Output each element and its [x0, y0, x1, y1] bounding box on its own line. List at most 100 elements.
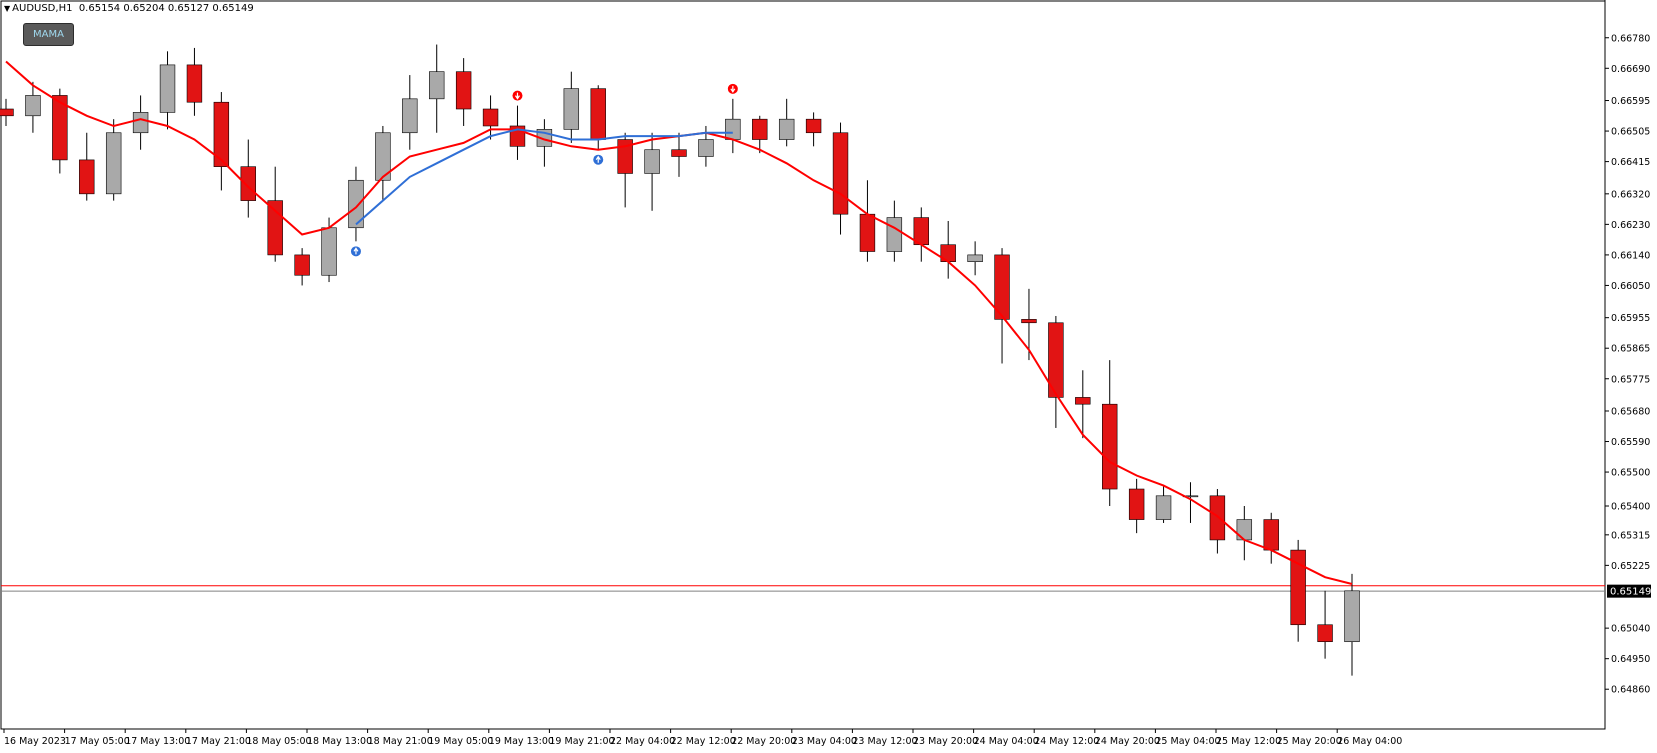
bear-candle-body	[805, 118, 822, 134]
time-tick-label: 17 May 05:00	[65, 736, 130, 747]
bull-candle-body	[375, 132, 391, 181]
bear-candle-body	[590, 88, 606, 140]
bear-candle-body	[455, 71, 472, 110]
bear-candle-body	[240, 166, 256, 201]
candle	[967, 241, 983, 276]
bull-candle-body	[1236, 519, 1253, 541]
price-tick-label: 0.64950	[1611, 654, 1650, 665]
bear-candle-body	[1317, 624, 1333, 643]
bear-candle-body	[294, 254, 310, 276]
price-tick-label: 0.66320	[1611, 189, 1650, 200]
bull-candle-body	[644, 149, 660, 174]
bear-candle-body	[1128, 488, 1145, 520]
candle	[1236, 505, 1253, 561]
price-tick-label: 0.66505	[1611, 127, 1650, 138]
bear-candle-body	[1209, 495, 1226, 541]
candle	[294, 248, 310, 286]
price-tick-label: 0.65955	[1611, 313, 1650, 324]
red-down-arrow-icon	[727, 83, 738, 94]
price-tick-label: 0.66140	[1611, 250, 1650, 261]
price-tick-label: 0.65775	[1611, 374, 1650, 385]
candle	[455, 58, 472, 126]
bear-candle-body	[79, 159, 95, 195]
bear-candle-body	[186, 64, 203, 103]
candle	[159, 51, 176, 130]
candle	[105, 119, 122, 201]
candle	[671, 132, 687, 177]
bull-candle-body	[698, 139, 714, 157]
candle	[321, 217, 337, 283]
time-tick-label: 22 May 12:00	[671, 736, 736, 747]
price-tick-label: 0.65400	[1611, 501, 1650, 512]
price-tick-label: 0.65590	[1611, 437, 1650, 448]
candle	[778, 98, 795, 147]
price-tick-label: 0.65500	[1611, 468, 1650, 479]
time-tick-label: 18 May 21:00	[368, 736, 433, 747]
candle	[1209, 489, 1226, 554]
triangle-down-icon: ▼	[4, 4, 11, 13]
time-tick-label: 25 May 12:00	[1216, 736, 1281, 747]
bear-candle-body	[671, 149, 687, 157]
candle	[1102, 360, 1118, 506]
candle	[752, 115, 768, 154]
bear-candle-body	[1021, 319, 1037, 324]
candle	[25, 81, 41, 133]
candles-layer	[0, 44, 1360, 676]
bear-candle-body	[832, 132, 849, 215]
candle	[1290, 539, 1306, 642]
price-tick-label: 0.65680	[1611, 406, 1650, 417]
time-tick-label: 22 May 20:00	[731, 736, 796, 747]
red-down-arrow-icon	[512, 90, 523, 101]
price-tick-label: 0.66690	[1611, 64, 1650, 75]
candle	[132, 95, 149, 150]
candle	[725, 98, 741, 154]
candle	[0, 98, 14, 126]
price-tick-label: 0.66230	[1611, 220, 1650, 231]
candle	[698, 125, 714, 167]
price-tick-label: 0.65315	[1611, 530, 1650, 541]
candle	[1075, 370, 1091, 439]
candle	[348, 166, 364, 242]
bull-candle-body	[132, 112, 149, 134]
bull-candle-body	[348, 179, 364, 229]
time-tick-label: 19 May 05:00	[428, 736, 493, 747]
candle	[994, 248, 1010, 364]
candle	[1128, 478, 1145, 534]
bull-candle-body	[25, 95, 41, 117]
bear-candle-body	[213, 101, 230, 167]
candle	[1048, 315, 1064, 428]
price-tick-label: 0.64860	[1611, 685, 1650, 696]
price-tick-label: 0.65865	[1611, 344, 1650, 355]
candle	[805, 112, 822, 147]
candle	[617, 132, 633, 208]
time-tick-label: 19 May 21:00	[549, 736, 614, 747]
time-tick-label: 22 May 04:00	[610, 736, 675, 747]
bull-candle-body	[725, 118, 741, 140]
time-tick-label: 23 May 20:00	[913, 736, 978, 747]
bear-candle-body	[482, 108, 499, 127]
signal-markers	[350, 83, 738, 257]
bull-candle-body	[1155, 495, 1172, 520]
candle	[913, 207, 929, 262]
price-tick-label: 0.65040	[1611, 624, 1650, 635]
candle	[832, 122, 849, 235]
bull-candle-body	[429, 71, 445, 100]
price-tick-label: 0.66050	[1611, 281, 1650, 292]
candle	[1155, 485, 1172, 523]
price-tick-label: 0.66415	[1611, 157, 1650, 168]
bear-candle-body	[752, 118, 768, 140]
bear-candle-body	[1290, 549, 1306, 626]
candle	[1344, 573, 1360, 676]
bull-candle-body	[159, 64, 176, 113]
time-tick-label: 23 May 12:00	[852, 736, 917, 747]
bear-candle-body	[1048, 322, 1064, 398]
time-tick-label: 26 May 04:00	[1337, 736, 1402, 747]
candle	[402, 75, 418, 150]
mama-button[interactable]: MAMA	[23, 23, 74, 46]
candle	[644, 132, 660, 211]
candle	[1263, 512, 1279, 564]
candle	[1317, 590, 1333, 659]
chart-header: ▼ AUDUSD,H1 0.65154 0.65204 0.65127 0.651…	[4, 3, 254, 14]
